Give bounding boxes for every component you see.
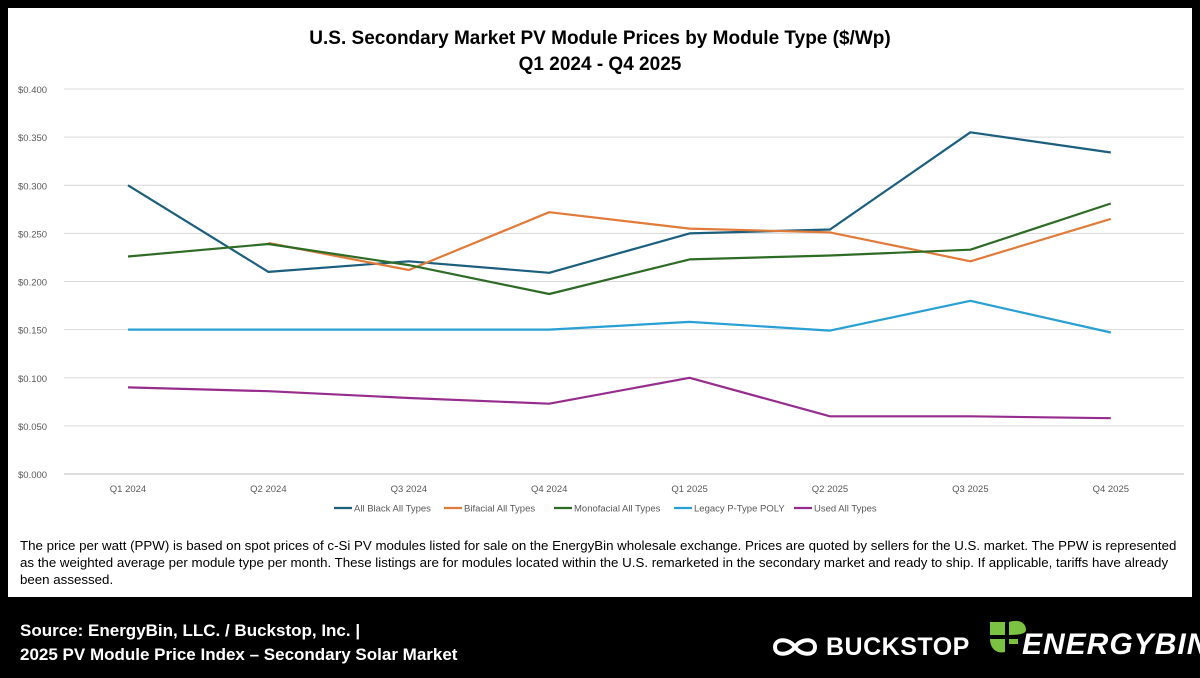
- y-tick-label: $0.350: [18, 133, 47, 144]
- legend-label: Bifacial All Types: [464, 504, 535, 515]
- series-line: [127, 376, 1111, 420]
- chart-subtitle: Q1 2024 - Q4 2025: [518, 54, 682, 75]
- legend-label: Used All Types: [814, 504, 877, 515]
- y-tick-label: $0.000: [18, 470, 47, 481]
- series-line: [128, 299, 1112, 334]
- series-line: [127, 131, 1111, 274]
- x-tick-label: Q4 2024: [531, 484, 567, 495]
- index-line: 2025 PV Module Price Index – Secondary S…: [20, 645, 458, 664]
- y-tick-label: $0.300: [18, 181, 47, 192]
- legend-label: Monofacial All Types: [574, 504, 661, 515]
- y-tick-label: $0.250: [18, 229, 47, 240]
- y-tick-label: $0.200: [18, 278, 47, 289]
- methodology-note: The price per watt (PPW) is based on spo…: [20, 538, 1177, 587]
- infinity-icon: [772, 638, 818, 656]
- x-tick-label: Q1 2025: [671, 484, 707, 495]
- series-line: [127, 202, 1112, 296]
- x-tick-label: Q3 2025: [952, 484, 988, 495]
- y-tick-label: $0.400: [18, 85, 47, 96]
- chart-title: U.S. Secondary Market PV Module Prices b…: [309, 28, 891, 49]
- energybin-logo: ENERGYBIN: [988, 616, 1200, 660]
- x-tick-label: Q3 2024: [391, 484, 427, 495]
- legend-label: Legacy P-Type POLY: [694, 504, 785, 515]
- x-tick-label: Q2 2024: [250, 484, 286, 495]
- y-tick-label: $0.150: [18, 326, 47, 337]
- energybin-wordmark: ENERGYBIN: [1022, 628, 1200, 661]
- y-tick-label: $0.100: [18, 374, 47, 385]
- y-tick-label: $0.050: [18, 422, 47, 433]
- series-line: [268, 211, 1112, 272]
- line-chart: $0.000 $0.050 $0.100 $0.150 $0.200 $0.250 $0.3…: [18, 85, 1184, 515]
- x-tick-label: Q4 2025: [1093, 484, 1129, 495]
- x-tick-label: Q2 2025: [812, 484, 848, 495]
- chart-panel: U.S. Secondary Market PV Module Prices b…: [8, 8, 1192, 597]
- x-tick-label: Q1 2024: [110, 484, 146, 495]
- legend-label: All Black All Types: [354, 504, 431, 515]
- source-line: Source: EnergyBin, LLC. / Buckstop, Inc.…: [20, 621, 361, 640]
- leaf-icon: [990, 620, 1026, 653]
- buckstop-logo: BUCKSTOP: [770, 632, 970, 662]
- buckstop-wordmark: BUCKSTOP: [826, 632, 970, 661]
